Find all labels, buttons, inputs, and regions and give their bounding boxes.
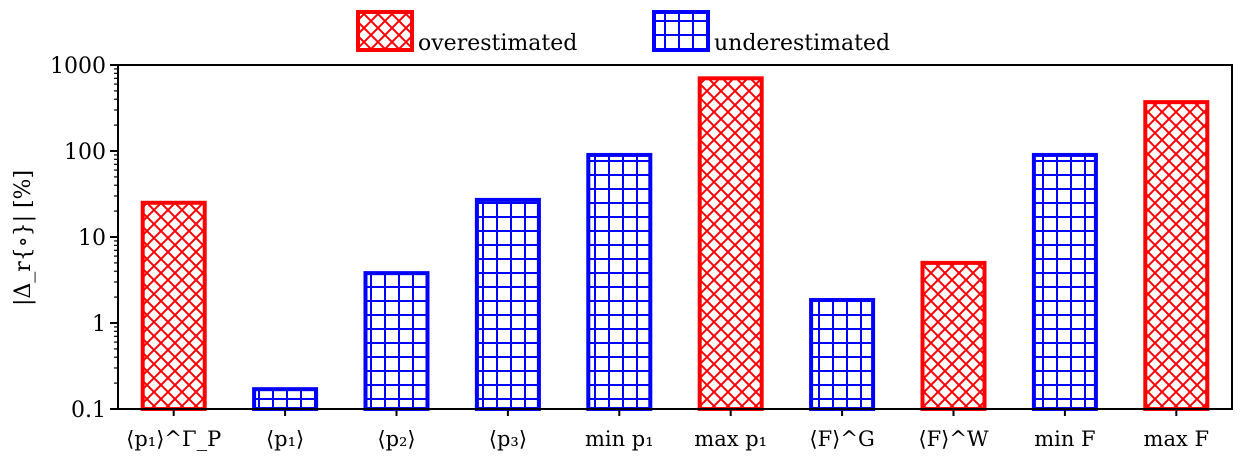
- bar-6: [697, 76, 764, 412]
- y-tick-label: 10: [78, 226, 106, 251]
- x-tick-label: ⟨p₁⟩^Γ_P: [126, 427, 221, 451]
- x-tick-label: ⟨F⟩^G: [809, 427, 874, 451]
- category-labels: ⟨p₁⟩^Γ_P ⟨p₁⟩ ⟨p₂⟩ ⟨p₃⟩ min p₁ max p₁ ⟨F⟩^G ⟨F⟩…: [126, 409, 1209, 451]
- x-tick-label: min F: [1034, 427, 1095, 451]
- x-tick-label: max p₁: [694, 427, 767, 451]
- bar-3: [363, 271, 430, 411]
- legend-swatch-over: [356, 10, 414, 52]
- bar-5: [586, 152, 653, 411]
- bar-4: [474, 197, 541, 411]
- y-ticks: 0.1 1 10 100 1000: [50, 54, 118, 423]
- x-tick-label: ⟨p₁⟩: [266, 427, 304, 451]
- bar-10: [1143, 100, 1210, 412]
- x-tick-label: ⟨p₃⟩: [489, 427, 527, 451]
- y-tick-label: 100: [64, 140, 106, 165]
- legend-label-over: overestimated: [418, 31, 577, 56]
- bar-7: [809, 298, 876, 411]
- legend: overestimated underestimated: [356, 10, 890, 56]
- x-tick-label: min p₁: [585, 427, 654, 451]
- legend-swatch-under: [652, 10, 710, 52]
- y-tick-label: 1000: [50, 54, 106, 79]
- legend-label-under: underestimated: [714, 31, 890, 56]
- bar-8: [920, 260, 987, 411]
- x-tick-label: max F: [1144, 427, 1210, 451]
- bar-9: [1031, 152, 1098, 411]
- y-tick-label: 1: [92, 312, 106, 337]
- bar-1: [140, 200, 207, 411]
- y-axis-label: |Δ_r{∘}| [%]: [11, 170, 36, 306]
- y-tick-label: 0.1: [71, 398, 106, 423]
- bars: [140, 76, 1210, 412]
- bar-2: [252, 387, 319, 412]
- x-tick-label: ⟨p₂⟩: [377, 427, 415, 451]
- x-tick-label: ⟨F⟩^W: [918, 427, 989, 451]
- plot-frame: [117, 64, 1233, 410]
